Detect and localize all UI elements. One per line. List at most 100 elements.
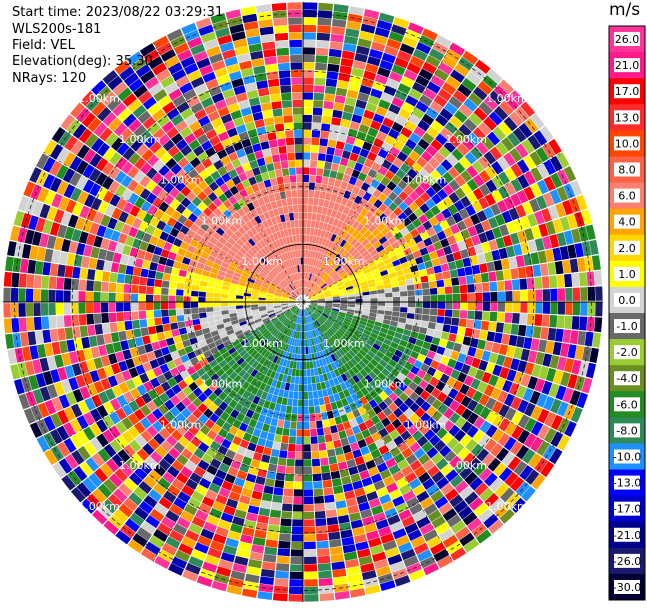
range-gate bbox=[342, 43, 357, 53]
range-gate bbox=[550, 302, 558, 315]
range-gate bbox=[312, 284, 318, 291]
range-gate bbox=[343, 278, 351, 284]
range-gate bbox=[383, 197, 393, 207]
range-gate bbox=[321, 254, 327, 262]
range-gate bbox=[397, 179, 408, 191]
range-gate bbox=[335, 87, 348, 97]
range-gate bbox=[520, 290, 528, 302]
range-gate bbox=[328, 268, 335, 276]
range-gate bbox=[359, 226, 368, 235]
range-gate bbox=[398, 317, 407, 324]
range-gate bbox=[341, 111, 353, 121]
range-gate bbox=[435, 272, 444, 281]
range-gate bbox=[510, 268, 519, 280]
range-gate bbox=[340, 299, 348, 302]
range-gate bbox=[374, 257, 383, 265]
range-gate bbox=[350, 277, 359, 283]
range-gate bbox=[380, 176, 391, 187]
range-gate bbox=[416, 224, 426, 235]
range-gate bbox=[360, 182, 370, 192]
range-gate bbox=[314, 276, 320, 284]
range-gate bbox=[317, 298, 325, 301]
range-gate bbox=[327, 240, 334, 249]
range-gate bbox=[373, 272, 381, 279]
range-gate bbox=[363, 268, 372, 275]
range-gate bbox=[310, 152, 319, 161]
range-gate bbox=[332, 186, 340, 195]
range-gate bbox=[318, 237, 324, 245]
range-gate bbox=[470, 146, 483, 160]
range-gate bbox=[530, 113, 545, 130]
colorbar-tick-label: -26.0 bbox=[613, 555, 641, 568]
range-gate bbox=[340, 302, 348, 305]
range-gate bbox=[442, 196, 454, 208]
range-gate bbox=[460, 228, 471, 240]
range-gate bbox=[411, 325, 420, 333]
range-gate bbox=[441, 208, 452, 219]
range-gate bbox=[320, 214, 326, 223]
range-gate bbox=[361, 288, 370, 293]
range-gate bbox=[510, 323, 519, 336]
range-gate bbox=[329, 250, 336, 258]
range-gate bbox=[425, 55, 441, 68]
colorbar-tick-label: -10.0 bbox=[613, 451, 641, 464]
range-gate bbox=[485, 165, 498, 179]
range-gate bbox=[510, 163, 523, 178]
range-gate bbox=[313, 92, 325, 101]
range-gate bbox=[362, 141, 373, 151]
range-gate bbox=[490, 203, 501, 216]
range-gate bbox=[310, 160, 318, 168]
range-gate bbox=[384, 45, 399, 57]
range-gate bbox=[452, 212, 463, 224]
range-gate bbox=[307, 205, 313, 213]
range-gate bbox=[526, 313, 535, 326]
range-gate bbox=[327, 63, 340, 73]
range-gate bbox=[556, 356, 567, 371]
range-gate bbox=[340, 222, 348, 231]
range-gate bbox=[324, 239, 331, 248]
range-gate bbox=[414, 283, 422, 290]
range-gate bbox=[324, 292, 332, 297]
range-gate bbox=[338, 126, 349, 136]
range-gate bbox=[333, 4, 349, 13]
range-gate bbox=[331, 309, 339, 314]
range-gate bbox=[303, 279, 306, 288]
range-gate bbox=[571, 316, 580, 330]
range-gate bbox=[480, 320, 490, 331]
range-gate bbox=[466, 178, 479, 191]
range-gate bbox=[306, 280, 309, 288]
range-gate bbox=[353, 312, 362, 318]
range-gate bbox=[394, 264, 403, 272]
range-gate bbox=[516, 230, 527, 243]
range-gate bbox=[332, 18, 347, 28]
range-gate bbox=[347, 159, 357, 169]
range-gate bbox=[321, 284, 328, 290]
range-gate bbox=[442, 270, 451, 280]
range-gate bbox=[462, 336, 472, 346]
range-gate bbox=[562, 200, 574, 216]
range-gate bbox=[479, 263, 488, 274]
range-gate bbox=[535, 351, 545, 365]
range-gate bbox=[353, 265, 361, 272]
range-gate bbox=[385, 292, 393, 298]
range-gate bbox=[594, 317, 603, 333]
range-gate bbox=[548, 138, 562, 155]
range-gate bbox=[304, 287, 307, 295]
range-gate bbox=[448, 192, 460, 204]
range-gate bbox=[454, 63, 470, 77]
range-gate bbox=[377, 293, 385, 298]
range-gate bbox=[325, 277, 332, 284]
range-gate bbox=[309, 273, 314, 281]
range-gate bbox=[360, 207, 369, 217]
range-gate bbox=[363, 229, 372, 239]
range-gate bbox=[327, 232, 334, 241]
range-gate bbox=[320, 262, 326, 270]
range-gate bbox=[393, 196, 404, 207]
range-gate bbox=[304, 287, 306, 295]
range-gate bbox=[412, 250, 422, 259]
range-gate bbox=[380, 253, 390, 261]
range-gate bbox=[431, 181, 443, 193]
range-gate bbox=[557, 288, 566, 301]
range-gate bbox=[475, 302, 483, 311]
